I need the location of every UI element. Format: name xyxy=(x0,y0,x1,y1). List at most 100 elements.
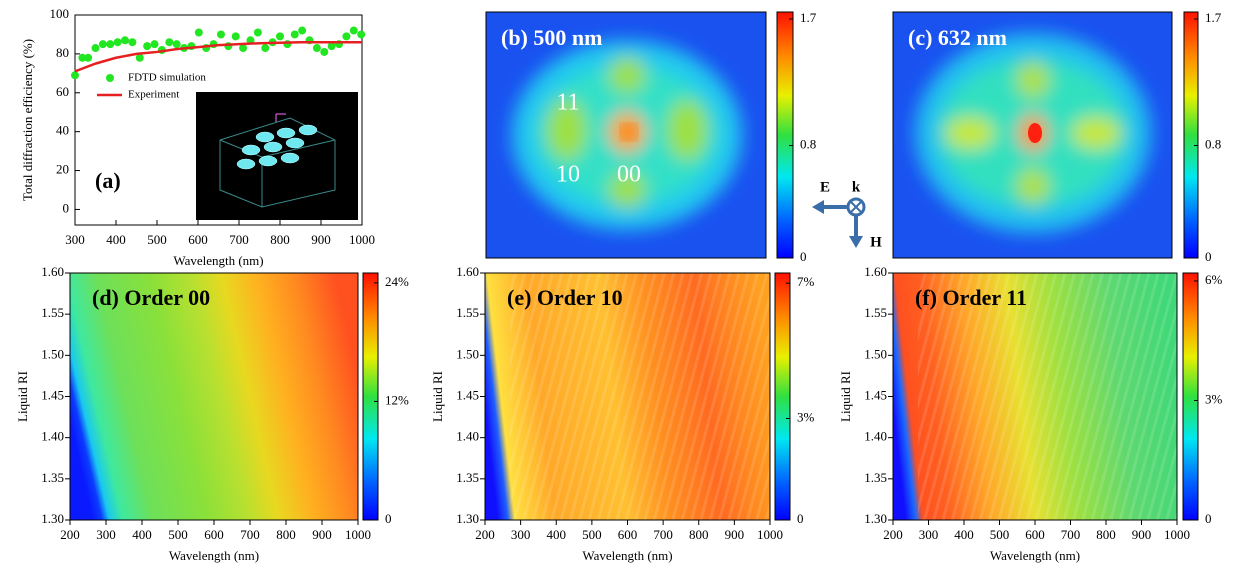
x-tick-label: 1000 xyxy=(349,232,375,247)
colorbar xyxy=(776,11,794,259)
y-tick-label: 1.30 xyxy=(456,511,479,526)
colorbar-tick-label: 0.8 xyxy=(800,137,816,152)
x-tick-label: 600 xyxy=(204,527,224,542)
y-tick-label: 60 xyxy=(56,84,69,99)
colorbar xyxy=(1182,272,1199,521)
point xyxy=(342,32,351,41)
field-map-c xyxy=(893,12,1172,258)
y-tick-label: 1.50 xyxy=(864,346,887,361)
y-tick-label: 100 xyxy=(50,6,70,21)
colorbar-tick-label: 0 xyxy=(800,249,807,264)
point xyxy=(135,53,144,62)
x-tick-label: 500 xyxy=(168,527,188,542)
panel-title: (b) 500 nm xyxy=(501,25,602,50)
spectral-maps xyxy=(70,273,1177,520)
point xyxy=(231,32,240,41)
point xyxy=(239,44,248,53)
h-label: H xyxy=(870,234,882,250)
point xyxy=(327,42,336,51)
y-axis-label: Liquid RI xyxy=(430,371,445,422)
y-tick-label: 1.40 xyxy=(41,429,64,444)
point xyxy=(91,44,100,53)
point xyxy=(216,30,225,39)
x-tick-label: 700 xyxy=(653,527,673,542)
point xyxy=(150,40,159,49)
y-axis-label: Liquid RI xyxy=(838,371,853,422)
colorbar-tick-label: 0.8 xyxy=(1205,137,1221,152)
x-tick-label: 800 xyxy=(1096,527,1116,542)
y-tick-label: 1.40 xyxy=(456,429,479,444)
colorbar-tick-label: 3% xyxy=(797,409,815,424)
field-map-b xyxy=(486,12,766,258)
y-tick-label: 1.30 xyxy=(41,511,64,526)
inset-model xyxy=(196,92,358,220)
y-tick-label: 1.50 xyxy=(41,346,64,361)
y-tick-label: 1.35 xyxy=(41,470,64,485)
panel-label: (a) xyxy=(95,168,121,193)
x-tick-label: 500 xyxy=(147,232,167,247)
y-tick-label: 40 xyxy=(56,123,69,138)
x-tick-label: 800 xyxy=(689,527,709,542)
point xyxy=(84,53,93,62)
panel-title: (f) Order 11 xyxy=(915,285,1027,310)
point xyxy=(312,44,321,53)
y-tick-label: 0 xyxy=(63,200,70,215)
y-tick-label: 1.55 xyxy=(864,305,887,320)
x-tick-label: 700 xyxy=(240,527,260,542)
panel-title: (e) Order 10 xyxy=(507,285,623,310)
point xyxy=(71,71,79,80)
legend-swatch xyxy=(106,74,114,82)
colorbar xyxy=(362,272,379,521)
point xyxy=(172,40,181,49)
point xyxy=(106,40,115,49)
x-tick-label: 300 xyxy=(65,232,85,247)
point xyxy=(194,28,203,37)
x-axis-label: Wavelength (nm) xyxy=(169,548,259,563)
y-tick-label: 1.60 xyxy=(456,264,479,279)
x-tick-label: 1000 xyxy=(757,527,783,542)
colorbar-tick-label: 0 xyxy=(797,511,804,526)
point xyxy=(357,30,366,39)
colorbar-tick-label: 7% xyxy=(797,274,815,289)
y-tick-label: 1.45 xyxy=(41,387,64,402)
y-tick-label: 20 xyxy=(56,162,69,177)
x-tick-label: 700 xyxy=(229,232,249,247)
colorbar-tick-label: 12% xyxy=(385,392,409,407)
x-tick-label: 400 xyxy=(106,232,126,247)
colorbar xyxy=(774,272,791,521)
x-tick-label: 1000 xyxy=(1164,527,1190,542)
point xyxy=(298,26,307,35)
y-tick-label: 1.55 xyxy=(456,305,479,320)
frame xyxy=(892,11,1173,259)
order-label: 00 xyxy=(617,162,641,188)
x-tick-label: 800 xyxy=(270,232,290,247)
x-tick-label: 300 xyxy=(919,527,939,542)
x-tick-label: 900 xyxy=(312,527,332,542)
colorbar xyxy=(1183,11,1199,259)
x-tick-label: 200 xyxy=(60,527,80,542)
point xyxy=(261,44,270,53)
frame xyxy=(485,11,767,259)
point xyxy=(165,38,174,47)
x-tick-label: 300 xyxy=(511,527,531,542)
y-tick-label: 1.60 xyxy=(864,264,887,279)
point xyxy=(113,38,122,47)
colorbar-tick-label: 3% xyxy=(1205,391,1223,406)
x-axis-label: Wavelength (nm) xyxy=(173,253,263,268)
point xyxy=(98,40,107,49)
x-tick-label: 500 xyxy=(990,527,1010,542)
y-tick-label: 1.40 xyxy=(864,429,887,444)
y-tick-label: 1.45 xyxy=(864,387,887,402)
x-tick-label: 400 xyxy=(547,527,567,542)
colorbar-tick-label: 0 xyxy=(385,511,392,526)
point xyxy=(78,53,87,62)
x-tick-label: 600 xyxy=(618,527,638,542)
y-axis-label: Liquid RI xyxy=(15,371,30,422)
colorbar-tick-label: 24% xyxy=(385,274,409,289)
x-tick-label: 900 xyxy=(1132,527,1152,542)
x-tick-label: 900 xyxy=(311,232,331,247)
colorbar-tick-label: 1.7 xyxy=(800,10,817,25)
order-label: 10 xyxy=(556,162,580,188)
point xyxy=(320,47,329,56)
